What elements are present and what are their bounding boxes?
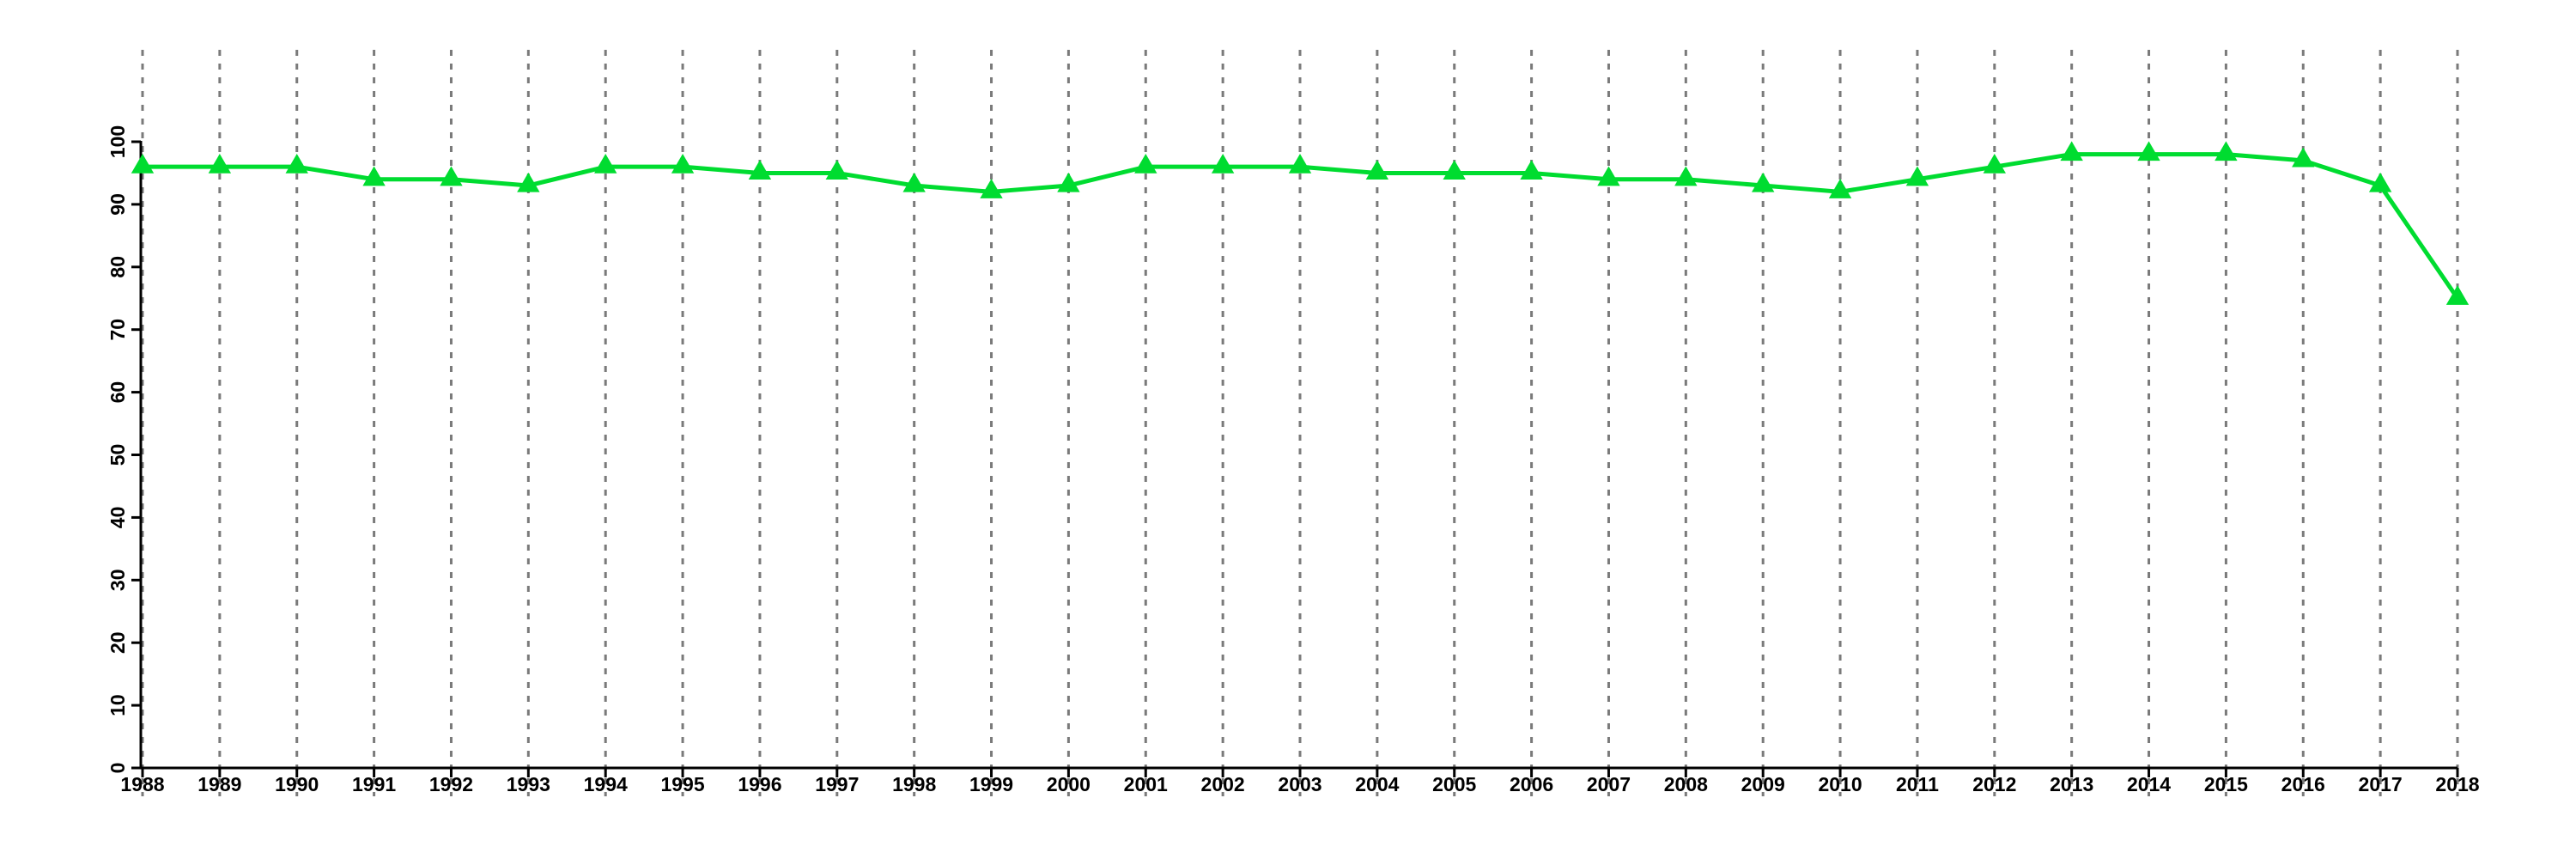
x-axis-tick-label: 2016: [2281, 773, 2325, 795]
data-point-marker: [362, 166, 386, 186]
data-point-marker: [1983, 153, 2006, 174]
x-axis-tick-label: 2010: [1818, 773, 1862, 795]
data-point-marker: [671, 153, 695, 174]
x-axis-tick-label: 2003: [1278, 773, 1321, 795]
x-axis-tick-label: 1994: [584, 773, 628, 795]
x-axis-tick-label: 1998: [892, 773, 936, 795]
x-axis-tick-label: 2017: [2359, 773, 2403, 795]
x-axis-tick-label: 1989: [197, 773, 241, 795]
x-axis-tick-label: 2009: [1741, 773, 1785, 795]
y-axis-tick-label: 20: [106, 631, 129, 654]
data-point-marker: [2445, 285, 2470, 305]
x-axis-tick-label: 1990: [275, 773, 319, 795]
x-axis-tick-label: 2000: [1047, 773, 1091, 795]
data-point-marker: [2292, 147, 2315, 168]
data-point-marker: [1134, 153, 1157, 174]
x-axis-tick-label: 2018: [2435, 773, 2479, 795]
data-point-marker: [1752, 172, 1775, 192]
x-axis-tick-label: 2006: [1510, 773, 1553, 795]
x-axis-tick-label: 2007: [1587, 773, 1631, 795]
data-point-marker: [1674, 166, 1698, 186]
data-point-marker: [825, 160, 848, 180]
data-point-marker: [517, 172, 540, 192]
y-axis-tick-label: 50: [106, 444, 129, 466]
x-axis-tick-label: 2014: [2127, 773, 2171, 795]
x-axis-tick-label: 2013: [2050, 773, 2093, 795]
data-point-marker: [208, 153, 232, 174]
x-axis-tick-label: 1995: [660, 773, 704, 795]
x-axis-tick-label: 1996: [738, 773, 781, 795]
data-point-marker: [2215, 141, 2238, 161]
data-point-marker: [285, 153, 308, 174]
x-axis-tick-label: 1993: [507, 773, 550, 795]
data-point-marker: [980, 179, 1003, 198]
y-axis-tick-label: 0: [106, 763, 129, 774]
data-point-marker: [902, 172, 926, 192]
x-axis-tick-label: 2005: [1432, 773, 1476, 795]
y-axis-tick-label: 60: [106, 381, 129, 404]
data-point-marker: [131, 153, 155, 174]
data-point-marker: [440, 166, 463, 186]
data-point-marker: [1828, 179, 1852, 198]
x-axis-tick-label: 2012: [1972, 773, 2016, 795]
data-point-marker: [594, 153, 617, 174]
data-point-marker: [1443, 160, 1466, 180]
x-axis-tick-label: 1997: [815, 773, 859, 795]
data-point-marker: [1057, 172, 1080, 192]
y-axis-tick-label: 100: [106, 125, 129, 158]
x-axis-tick-label: 1992: [429, 773, 473, 795]
x-axis-tick-label: 1999: [969, 773, 1013, 795]
y-axis-tick-label: 40: [106, 507, 129, 529]
data-point-marker: [2060, 141, 2083, 161]
data-point-marker: [748, 160, 772, 180]
y-axis-tick-label: 80: [106, 256, 129, 278]
y-axis-tick-label: 30: [106, 570, 129, 592]
y-axis-tick-label: 90: [106, 193, 129, 216]
x-axis-tick-label: 1988: [120, 773, 164, 795]
x-axis-tick-label: 2004: [1355, 773, 1399, 795]
x-axis-tick-label: 2011: [1896, 773, 1939, 795]
x-axis-tick-label: 2015: [2204, 773, 2248, 795]
y-axis-tick-label: 10: [106, 694, 129, 716]
data-point-marker: [1597, 166, 1620, 186]
data-point-marker: [1365, 160, 1389, 180]
data-point-marker: [1288, 153, 1312, 174]
data-point-marker: [1211, 153, 1235, 174]
y-axis-tick-label: 70: [106, 319, 129, 341]
x-axis-tick-label: 1991: [352, 773, 396, 795]
x-axis-tick-label: 2001: [1124, 773, 1168, 795]
x-axis-tick-label: 2002: [1201, 773, 1245, 795]
x-axis-tick-label: 2008: [1664, 773, 1708, 795]
data-point-marker: [2368, 172, 2392, 192]
data-point-marker: [1905, 166, 1929, 186]
data-point-marker: [1520, 160, 1543, 180]
data-point-marker: [2137, 141, 2160, 161]
